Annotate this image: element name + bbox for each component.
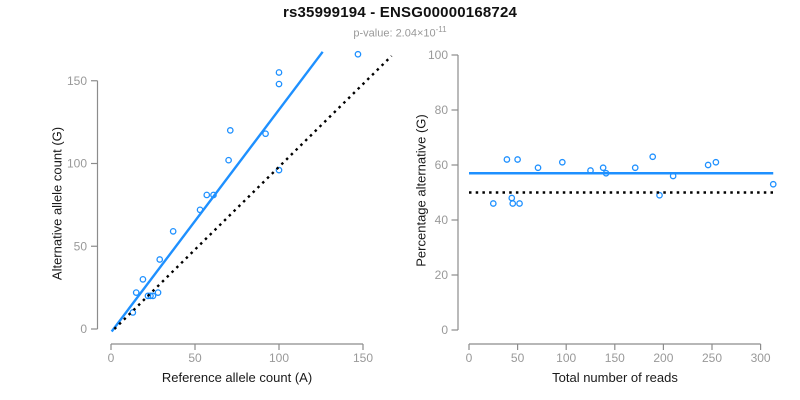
data-point [489,200,497,207]
y-tick-label: 80 [435,103,449,117]
data-point [503,156,511,163]
right-x-axis-title: Total number of reads [552,370,678,385]
data-point [516,200,523,207]
data-point [154,289,162,296]
data-point [275,80,283,88]
data-point [599,164,607,172]
x-tick-label: 300 [751,351,771,365]
x-tick-label: 0 [466,351,473,365]
left-scatter-plot: 0 50 100 150 0 50 100 150 [67,50,393,365]
figure-title: rs35999194 - ENSG00000168724 [282,4,518,21]
data-point [631,164,639,172]
y-tick-label: 0 [80,322,87,336]
data-point [139,276,147,283]
data-point [132,289,140,296]
data-point [712,158,720,166]
x-tick-label: 100 [556,351,576,365]
right-y-axis-title: Percentage alternative (G) [413,114,429,267]
y-tick-label: 100 [67,157,87,171]
data-point [203,191,211,199]
y-tick-label: 50 [74,239,88,253]
data-point [226,127,234,134]
y-tick-label: 40 [435,213,449,227]
data-point [656,191,663,199]
data-point [508,194,516,202]
data-point [275,166,283,174]
y-tick-label: 150 [67,74,87,88]
data-point [275,69,283,76]
y-tick-label: 60 [435,158,449,172]
data-point [354,50,362,58]
x-tick-label: 100 [269,351,289,365]
y-tick-label: 20 [435,268,449,282]
x-tick-label: 200 [653,351,673,365]
data-point [514,156,521,163]
p-value-text: p-value: 2.04×10 [353,27,436,40]
left-x-axis-title: Reference allele count (A) [161,370,313,385]
data-point [169,228,177,235]
x-tick-label: 50 [188,351,202,365]
right-scatter-plot: 0 20 40 60 80 100 0 50 100 150 200 250 300 [428,48,777,365]
data-point [769,180,777,188]
data-point [225,156,232,164]
data-point [558,158,566,166]
y-tick-label: 0 [441,323,448,337]
data-point [156,256,164,263]
data-point [129,309,137,316]
data-point [534,164,542,172]
p-value-exponent: -11 [435,25,447,34]
x-tick-label: 150 [353,351,373,365]
data-point [649,153,657,161]
x-tick-label: 150 [605,351,625,365]
figure-subtitle: p-value: 2.04×10-11 [0,25,800,40]
data-point [149,292,157,300]
left-y-axis-title: Alternative allele count (G) [49,126,65,281]
identity-line [113,55,393,330]
x-tick-label: 50 [511,351,525,365]
x-tick-label: 250 [702,351,722,365]
x-tick-label: 0 [108,351,115,365]
regression-line [110,51,324,333]
y-tick-label: 100 [428,48,448,62]
data-point [704,161,712,169]
data-point [509,200,517,207]
data-point [262,130,269,138]
